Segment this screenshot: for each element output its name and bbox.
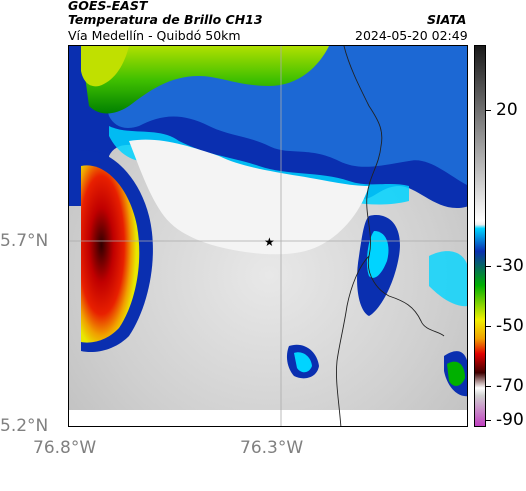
satellite-map[interactable]: ★	[68, 45, 468, 427]
cloud-band-mid	[89, 46, 467, 185]
satellite-title: GOES-EAST	[68, 0, 148, 13]
south-cell-edge	[294, 352, 312, 373]
warm-clearing	[129, 139, 369, 255]
se-cell-core	[447, 361, 465, 386]
east-cell-edge	[366, 231, 389, 278]
colorbar-tick	[486, 110, 491, 111]
star-icon: ★	[264, 235, 275, 249]
lon-label-2: 76.3°W	[240, 438, 304, 458]
coldest-top-north	[81, 46, 129, 87]
lat-label-1: 5.7°N	[0, 231, 49, 251]
map-canvas: ★	[69, 46, 467, 426]
colorbar-tick	[486, 266, 491, 267]
colorbar-tick	[486, 420, 491, 421]
very-cold-top-north	[81, 46, 329, 114]
no-data-strip	[69, 410, 467, 426]
east-fringe	[429, 251, 467, 307]
colorbar-label-minus50: -50	[496, 316, 524, 336]
admin-boundary	[336, 46, 445, 426]
colorbar-tick	[486, 326, 491, 327]
source-label: SIATA	[427, 12, 467, 27]
lat-label-2: 5.2°N	[0, 416, 49, 436]
product-title: Temperatura de Brillo CH13	[68, 12, 263, 27]
colorbar	[474, 45, 486, 427]
colorbar-tick	[486, 386, 491, 387]
colorbar-label-minus30: -30	[496, 256, 524, 276]
west-cell-core	[81, 165, 140, 343]
route-label: Vía Medellín - Quibdó 50km	[68, 28, 241, 43]
colorbar-label-minus70: -70	[496, 376, 524, 396]
colorbar-label-20: 20	[496, 100, 518, 120]
datetime-label: 2024-05-20 02:49	[355, 28, 468, 43]
lon-label-1: 76.8°W	[33, 438, 97, 458]
colorbar-label-minus90: -90	[496, 410, 524, 430]
